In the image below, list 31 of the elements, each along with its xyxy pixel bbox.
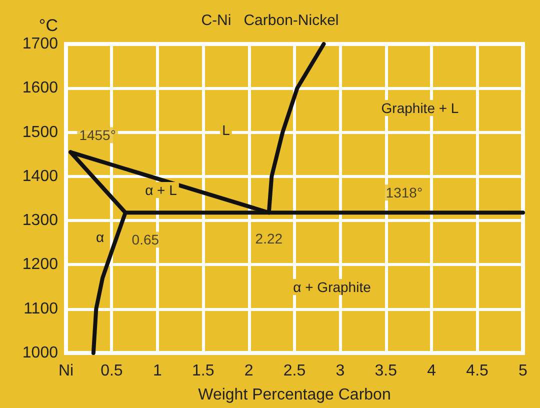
y-tick-label: 1200	[22, 256, 58, 274]
x-tick-label: 1	[152, 362, 162, 380]
x-tick-label: 3.5	[374, 362, 398, 380]
x-tick-label: 0.5	[100, 362, 123, 380]
x-tick-label: 3	[336, 362, 345, 380]
y-axis-title: °C	[38, 16, 58, 35]
annotation: α	[96, 229, 104, 245]
chart-title: C-Ni Carbon-Nickel	[201, 12, 339, 29]
annotation: 1455°	[79, 127, 116, 144]
x-tick-label: 2.5	[283, 362, 306, 380]
y-tick-label: 1300	[22, 212, 58, 230]
x-tick-label: Ni	[58, 362, 74, 380]
y-tick-label: 1600	[22, 80, 58, 97]
x-axis-title: Weight Percentage Carbon	[198, 386, 391, 404]
y-tick-label: 1100	[24, 300, 58, 318]
y-tick-label: 1400	[22, 168, 58, 185]
x-tick-label: 4	[427, 362, 436, 380]
annotation: 0.65	[132, 232, 160, 248]
annotation: L	[222, 122, 230, 138]
annotation: α + Graphite	[293, 279, 372, 295]
x-tick-label: 5	[518, 362, 528, 380]
annotation: 2.22	[255, 230, 283, 247]
annotation: 1318°	[386, 184, 423, 201]
x-tick-label: 4.5	[466, 362, 489, 380]
x-tick-label: 1.5	[192, 362, 214, 380]
y-tick-label: 1700	[22, 36, 58, 52]
annotation: Graphite + L	[381, 100, 459, 116]
y-tick-label: 1000	[22, 344, 58, 362]
y-tick-label: 1500	[22, 124, 58, 141]
x-tick-label: 2	[244, 362, 254, 380]
annotation: α + L	[145, 182, 178, 198]
